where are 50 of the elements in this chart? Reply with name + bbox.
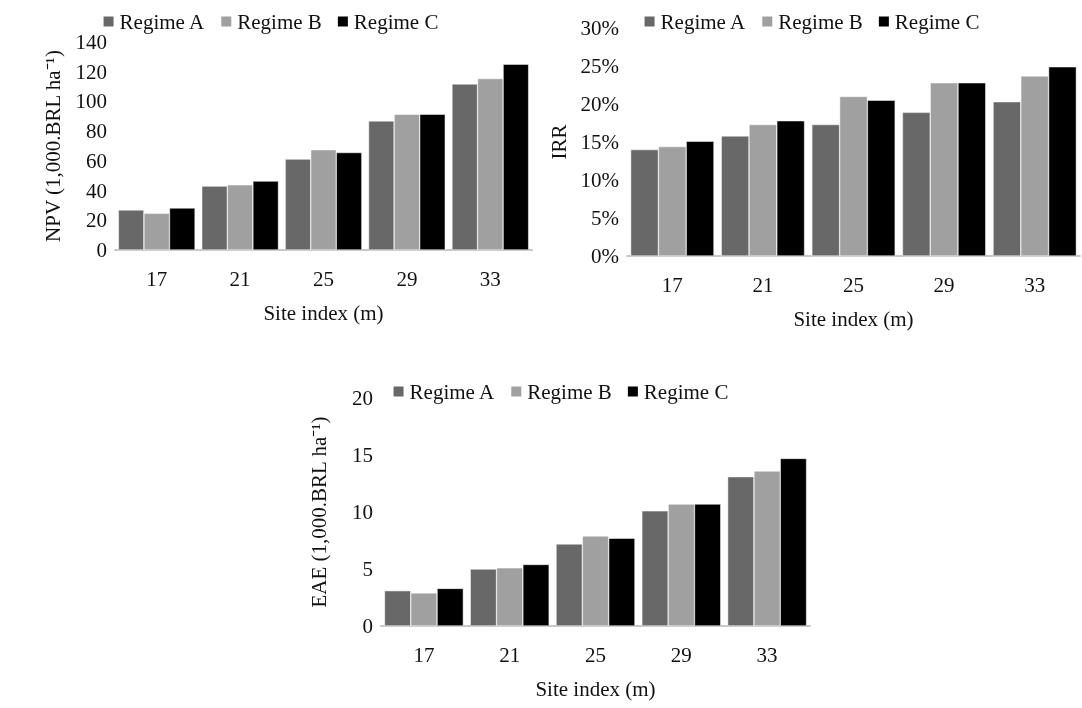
- y-tick-label: 10%: [580, 168, 619, 192]
- x-tick-label: 17: [413, 642, 435, 667]
- legend-label: Regime A: [119, 9, 205, 34]
- legend-label: Regime A: [660, 9, 746, 34]
- y-tick-label: 0: [362, 614, 373, 638]
- y-axis-title: EAE (1,000.BRL ha⁻¹): [306, 416, 331, 608]
- x-tick-label: 25: [843, 272, 864, 297]
- y-tick-label: 100: [75, 89, 107, 114]
- legend-label: Regime B: [527, 379, 612, 404]
- y-tick-label: 20: [86, 208, 107, 233]
- x-axis-title: Site index (m): [535, 676, 656, 701]
- x-tick-label: 17: [661, 272, 683, 297]
- legend-label: Regime A: [409, 379, 495, 404]
- y-tick-label: 80: [86, 119, 107, 144]
- x-tick-label: 29: [933, 272, 955, 297]
- x-axis-title: Site index (m): [793, 306, 914, 331]
- x-axis-title: Site index (m): [263, 300, 384, 325]
- y-tick-label: 0: [96, 238, 107, 262]
- y-axis-title: IRR: [546, 124, 571, 160]
- y-tick-label: 10: [352, 500, 373, 524]
- x-tick-label: 29: [670, 642, 692, 667]
- y-tick-label: 5%: [591, 206, 619, 230]
- y-tick-label: 20%: [580, 92, 619, 116]
- x-tick-label: 17: [146, 266, 168, 291]
- y-axis-title: NPV (1,000.BRL ha⁻¹): [40, 50, 65, 242]
- y-tick-label: 20: [352, 386, 373, 410]
- y-tick-label: 30%: [580, 16, 619, 40]
- y-tick-label: 60: [86, 148, 107, 173]
- y-tick-label: 5: [362, 557, 373, 581]
- x-tick-label: 29: [396, 266, 418, 291]
- x-tick-label: 21: [499, 642, 521, 667]
- x-tick-label: 25: [585, 642, 606, 667]
- x-tick-label: 33: [1024, 272, 1046, 297]
- x-tick-label: 33: [479, 266, 501, 291]
- y-tick-label: 25%: [580, 54, 619, 78]
- y-tick-label: 140: [75, 30, 107, 54]
- legend-label: Regime B: [237, 9, 322, 34]
- x-tick-label: 21: [229, 266, 251, 291]
- y-tick-label: 15: [352, 443, 373, 467]
- y-tick-label: 40: [86, 178, 107, 203]
- y-tick-label: 0%: [591, 244, 619, 268]
- legend-label: Regime B: [778, 9, 863, 34]
- legend-label: Regime C: [894, 9, 980, 34]
- x-tick-label: 33: [756, 642, 778, 667]
- y-tick-label: 15%: [580, 130, 619, 154]
- y-tick-label: 120: [75, 59, 107, 84]
- x-tick-label: 21: [752, 272, 774, 297]
- legend-label: Regime C: [353, 9, 439, 34]
- legend-label: Regime C: [643, 379, 729, 404]
- x-tick-label: 25: [313, 266, 334, 291]
